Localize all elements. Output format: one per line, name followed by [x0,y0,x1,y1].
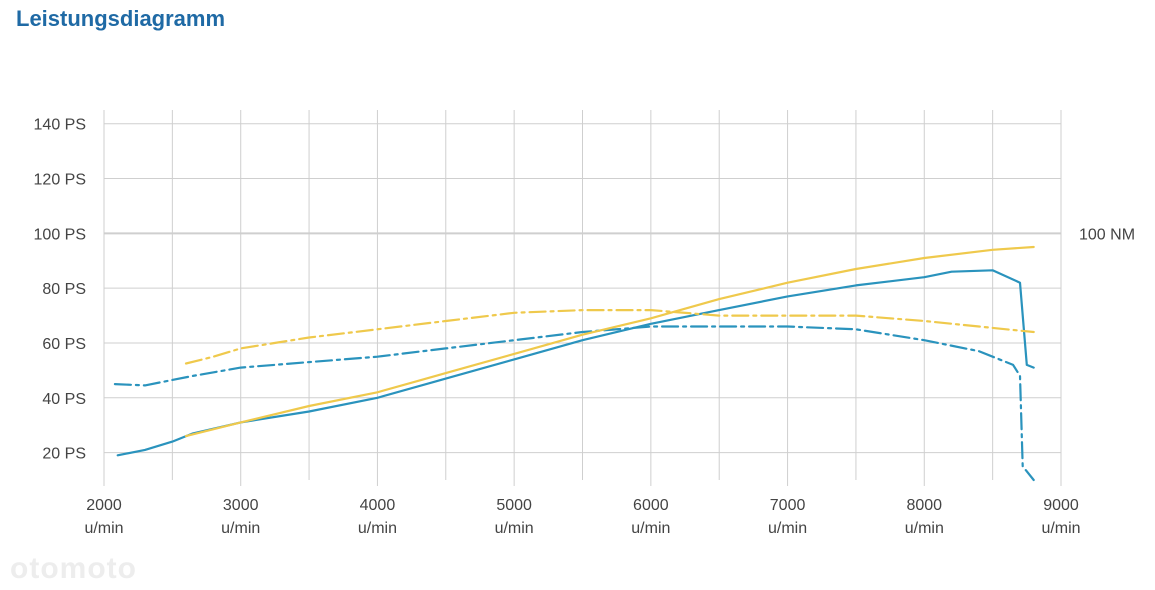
x-tick-label: 7000 [770,497,806,514]
watermark-logo: otomoto [10,552,137,585]
series-layer [113,245,1035,482]
series-line-3 [184,309,1035,365]
x-tick-label: 3000 [223,497,259,514]
x-tick-label: 9000 [1043,497,1079,514]
y-tick-label: 120 PS [34,172,86,189]
y-tick-label: 40 PS [42,391,86,408]
x-tick-label: 6000 [633,497,669,514]
x-tick-unit: u/min [84,520,123,537]
y-tick-label: 80 PS [42,281,86,298]
series-line-1 [113,325,1035,482]
x-tick-unit: u/min [905,520,944,537]
x-tick-unit: u/min [1041,520,1080,537]
axis-labels: 20 PS 40 PS 60 PS 80 PS 100 PS 120 PS 140 PS 20… [34,117,1136,537]
grid [103,110,1062,486]
y-tick-label: 60 PS [42,336,86,353]
x-tick-label: 5000 [496,497,532,514]
x-tick-label: 8000 [906,497,942,514]
page-title: Leistungsdiagramm [16,6,226,31]
x-tick-unit: u/min [631,520,670,537]
y-tick-label: 100 PS [34,226,86,243]
series-line-0 [116,269,1035,457]
x-tick-label: 2000 [86,497,122,514]
y-tick-label: 20 PS [42,446,86,463]
x-tick-label: 4000 [360,497,396,514]
x-tick-unit: u/min [358,520,397,537]
x-tick-unit: u/min [221,520,260,537]
series-line-2 [184,245,1035,438]
x-tick-unit: u/min [495,520,534,537]
right-axis-label: 100 NM [1079,226,1135,243]
y-tick-label: 140 PS [34,117,86,134]
x-tick-unit: u/min [768,520,807,537]
